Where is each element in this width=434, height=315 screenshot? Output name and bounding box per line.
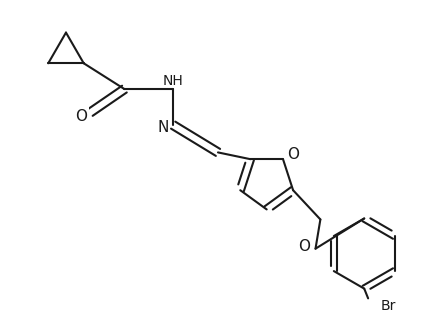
Text: O: O: [298, 239, 310, 254]
Text: NH: NH: [163, 74, 184, 88]
Text: Br: Br: [381, 299, 396, 313]
Text: N: N: [158, 120, 169, 135]
Text: O: O: [76, 109, 88, 124]
Text: O: O: [287, 147, 299, 162]
